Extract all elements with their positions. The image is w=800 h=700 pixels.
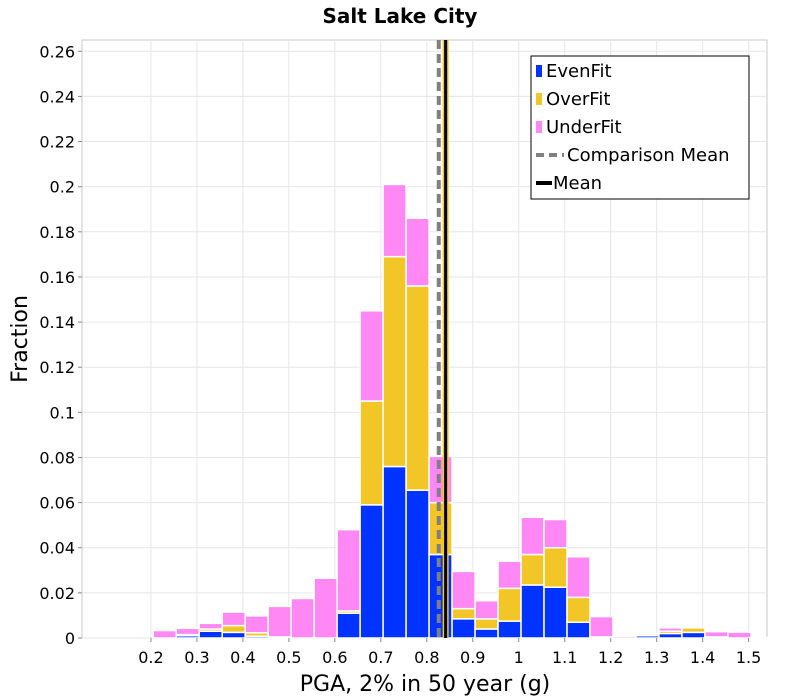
y-tick-label: 0.04 xyxy=(39,539,75,558)
bar-underfit xyxy=(612,635,637,639)
bar-underfit xyxy=(405,217,430,287)
bar-evenfit xyxy=(198,630,223,639)
legend-swatch-overfit xyxy=(536,93,542,105)
bar-underfit xyxy=(221,611,246,627)
x-tick-label: 0.6 xyxy=(322,648,347,667)
legend-swatch-evenfit xyxy=(536,65,542,77)
bar-overfit xyxy=(359,400,384,506)
x-tick-label: 1.1 xyxy=(552,648,577,667)
bar-underfit xyxy=(313,577,338,639)
bar-evenfit xyxy=(474,628,499,639)
bar-overfit xyxy=(451,607,476,620)
y-tick-label: 0 xyxy=(65,629,75,648)
legend-swatch-underfit xyxy=(536,121,542,133)
bar-underfit xyxy=(727,631,752,639)
x-axis-ticks: 0.2 0.3 0.4 0.5 0.6 0.7 0.8 0.9 1 1.1 1.2 1.3 1.4 1.5 xyxy=(138,638,761,667)
bar-underfit xyxy=(382,183,407,258)
x-tick-label: 0.5 xyxy=(276,648,301,667)
legend-label: OverFit xyxy=(546,89,610,110)
x-tick-label: 0.7 xyxy=(368,648,393,667)
bar-underfit xyxy=(336,528,361,612)
bars xyxy=(152,183,775,639)
y-tick-label: 0.22 xyxy=(39,133,75,152)
bar-evenfit xyxy=(405,489,430,639)
bar-overfit xyxy=(566,596,591,623)
bar-evenfit xyxy=(336,612,361,639)
mean-lines xyxy=(436,40,449,638)
bar-evenfit xyxy=(566,621,591,639)
chart-title: Salt Lake City xyxy=(323,4,478,28)
x-tick-label: 1 xyxy=(514,648,524,667)
x-tick-label: 0.2 xyxy=(138,648,163,667)
legend-box xyxy=(530,55,750,200)
bar-underfit xyxy=(198,622,223,630)
x-axis-label: PGA, 2% in 50 year (g) xyxy=(300,672,551,697)
bar-underfit xyxy=(152,629,177,639)
y-tick-label: 0.14 xyxy=(39,313,75,332)
bar-underfit xyxy=(497,560,522,590)
y-tick-label: 0.16 xyxy=(39,268,75,287)
bar-overfit xyxy=(474,618,499,630)
bar-underfit xyxy=(474,600,499,620)
bar-underfit xyxy=(704,630,729,638)
bar-overfit xyxy=(405,285,430,491)
x-tick-label: 1.5 xyxy=(736,648,761,667)
bar-underfit xyxy=(750,636,775,639)
x-tick-label: 1.3 xyxy=(644,648,669,667)
bar-underfit xyxy=(267,605,292,638)
bar-overfit xyxy=(543,546,568,588)
x-tick-label: 1.4 xyxy=(690,648,715,667)
y-axis-label: Fraction xyxy=(8,295,33,383)
bar-underfit xyxy=(290,597,315,639)
x-tick-label: 0.3 xyxy=(184,648,209,667)
bar-overfit xyxy=(382,255,407,468)
y-tick-label: 0.12 xyxy=(39,358,75,377)
bar-evenfit xyxy=(497,620,522,639)
y-tick-label: 0.24 xyxy=(39,87,75,106)
bar-underfit xyxy=(520,516,545,556)
bar-evenfit xyxy=(543,586,568,639)
bar-overfit xyxy=(497,587,522,622)
bar-overfit xyxy=(681,627,706,634)
x-tick-label: 1.2 xyxy=(598,648,623,667)
bar-underfit xyxy=(451,570,476,610)
bar-evenfit xyxy=(681,631,706,639)
bar-underfit xyxy=(589,615,614,638)
y-tick-label: 0.18 xyxy=(39,223,75,242)
bar-underfit xyxy=(244,615,269,634)
bar-evenfit xyxy=(359,504,384,639)
bar-underfit xyxy=(359,310,384,402)
y-axis-ticks: 0 0.02 0.04 0.06 0.08 0.1 0.12 0.14 0.16 0.18 0.2 0… xyxy=(39,42,82,648)
y-tick-label: 0.1 xyxy=(50,403,75,422)
bar-evenfit xyxy=(382,465,407,639)
legend: EvenFit OverFit UnderFit Comparison Mean Mea… xyxy=(530,55,750,200)
legend-label: UnderFit xyxy=(546,117,622,138)
bar-underfit xyxy=(175,627,200,636)
y-tick-label: 0.08 xyxy=(39,448,75,467)
bar-underfit xyxy=(658,627,683,632)
y-tick-label: 0.26 xyxy=(39,42,75,61)
bar-overfit xyxy=(221,624,246,634)
legend-label: Mean xyxy=(553,173,602,194)
bar-evenfit xyxy=(221,631,246,639)
y-tick-label: 0.02 xyxy=(39,584,75,603)
bar-underfit xyxy=(635,632,660,636)
bar-underfit xyxy=(566,556,591,599)
bar-evenfit xyxy=(451,618,476,639)
x-tick-label: 0.8 xyxy=(414,648,439,667)
y-tick-label: 0.06 xyxy=(39,494,75,513)
x-tick-label: 0.9 xyxy=(460,648,485,667)
bar-underfit xyxy=(543,518,568,549)
bar-evenfit xyxy=(520,584,545,639)
y-tick-label: 0.2 xyxy=(50,178,75,197)
bar-overfit xyxy=(520,553,545,586)
x-tick-label: 0.4 xyxy=(230,648,255,667)
legend-label: Comparison Mean xyxy=(567,145,730,166)
legend-label: EvenFit xyxy=(546,61,612,82)
